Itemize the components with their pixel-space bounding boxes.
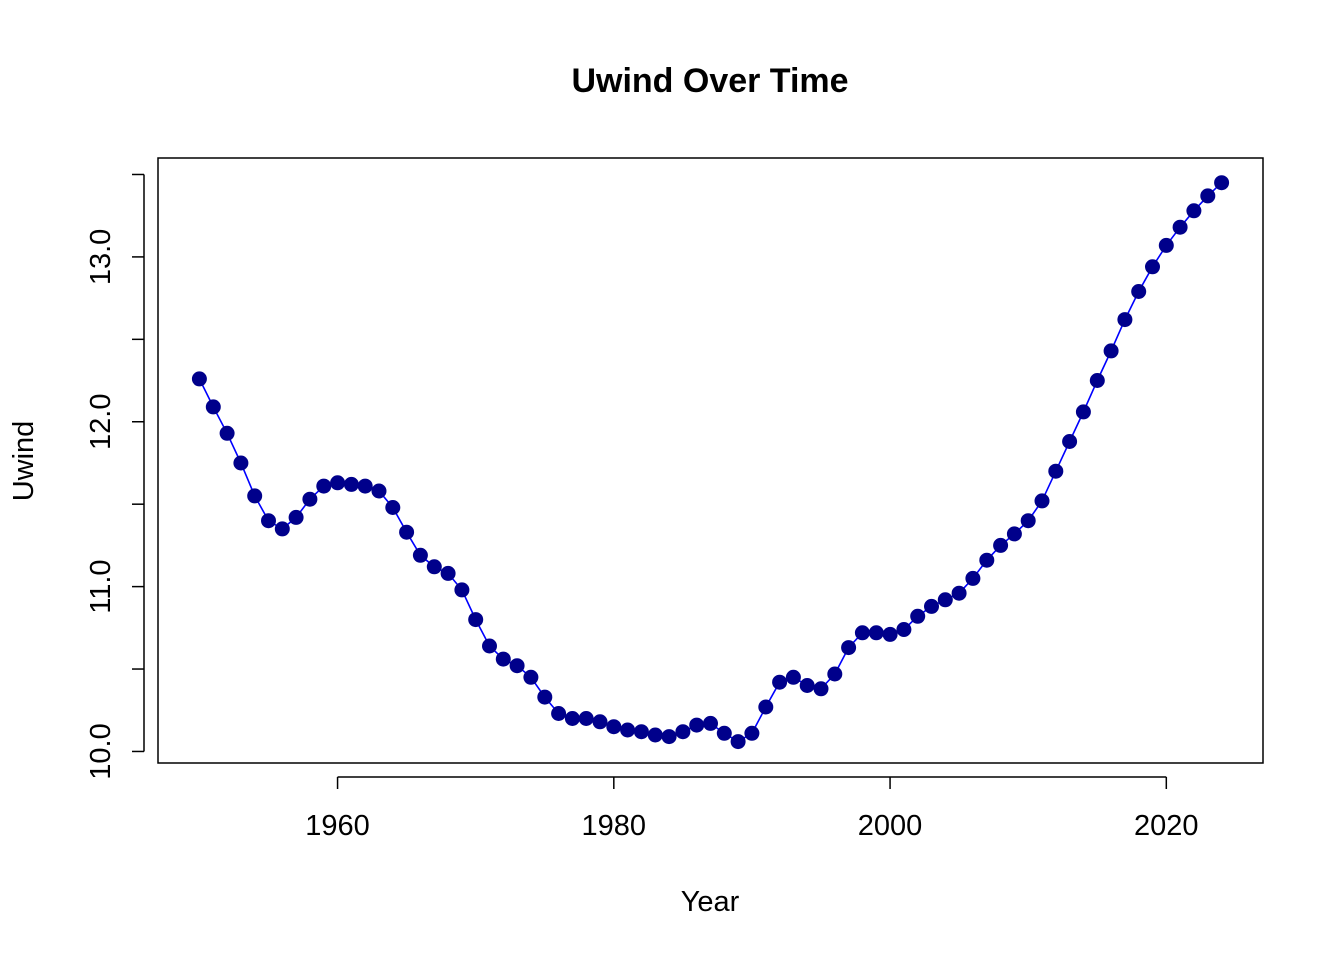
data-point	[730, 734, 746, 750]
data-point	[316, 478, 332, 494]
data-point	[716, 725, 732, 741]
data-point	[647, 727, 663, 743]
data-point	[868, 625, 884, 641]
data-point	[509, 658, 525, 674]
data-point	[578, 711, 594, 726]
data-point	[758, 699, 774, 715]
data-point	[247, 488, 263, 504]
data-point	[1186, 203, 1202, 219]
data-point	[1006, 526, 1022, 542]
data-point	[854, 625, 870, 641]
data-point	[1048, 463, 1064, 479]
data-point	[882, 626, 898, 642]
y-axis: 10.0 11.0 12.0 13.0	[85, 173, 145, 780]
data-point	[495, 651, 511, 667]
data-point	[910, 608, 926, 624]
data-point	[426, 559, 442, 575]
data-point	[205, 399, 221, 415]
data-point	[979, 552, 995, 568]
data-point	[371, 483, 387, 499]
data-point	[288, 509, 304, 525]
y-axis-label: Uwind	[8, 421, 40, 502]
data-point	[412, 547, 428, 563]
data-point	[675, 724, 691, 740]
data-point	[537, 689, 553, 705]
x-axis: 1960 1980 2000 2020	[305, 776, 1199, 842]
data-point	[1200, 188, 1216, 204]
data-point	[1172, 219, 1188, 235]
data-point	[1075, 404, 1091, 420]
data-point	[661, 729, 677, 745]
data-point	[896, 622, 912, 637]
data-point	[440, 565, 456, 581]
data-point	[744, 725, 760, 741]
data-point	[482, 638, 497, 654]
data-point	[1131, 284, 1147, 299]
data-point	[951, 585, 967, 601]
data-point	[1103, 343, 1119, 359]
data-point	[274, 521, 290, 537]
data-point	[261, 513, 276, 529]
x-tick-label: 1980	[582, 810, 647, 842]
data-point	[1089, 373, 1105, 388]
plot-frame	[157, 157, 1264, 764]
data-point	[703, 715, 718, 731]
data-point	[1034, 493, 1050, 509]
data-point	[620, 722, 636, 738]
x-tick-label: 2000	[858, 810, 923, 842]
data-point	[1020, 513, 1036, 529]
data-point	[772, 674, 788, 690]
y-tick-label: 13.0	[85, 229, 117, 285]
x-tick-label: 2020	[1134, 810, 1199, 842]
data-point	[551, 706, 567, 721]
data-point	[1117, 312, 1133, 328]
y-tick-label: 12.0	[85, 394, 117, 450]
data-point	[785, 669, 801, 685]
data-point	[523, 669, 539, 685]
data-point	[965, 570, 981, 586]
data-point	[813, 681, 829, 697]
data-point	[385, 500, 401, 515]
data-point	[937, 592, 953, 608]
series-layer	[191, 175, 1230, 750]
data-point	[827, 666, 843, 682]
data-point	[399, 524, 415, 540]
data-point	[233, 455, 249, 471]
data-point	[1158, 237, 1174, 253]
x-tick-label: 1960	[305, 810, 370, 842]
data-point	[633, 724, 649, 740]
data-point	[592, 714, 608, 730]
chart-title: Uwind Over Time	[571, 62, 848, 100]
data-point	[564, 711, 580, 726]
x-axis-label: Year	[681, 886, 740, 918]
data-point	[1062, 434, 1078, 449]
data-point	[1214, 175, 1230, 191]
data-point	[606, 719, 622, 735]
data-point	[841, 640, 857, 656]
data-point	[219, 425, 235, 441]
data-point	[468, 612, 484, 628]
data-point	[1145, 259, 1160, 275]
data-point	[993, 537, 1009, 553]
data-point	[689, 717, 705, 733]
data-point	[191, 371, 207, 387]
data-point	[343, 476, 359, 492]
data-point	[330, 475, 346, 491]
y-tick-label: 11.0	[85, 559, 117, 613]
data-point	[924, 598, 939, 614]
data-point	[454, 582, 470, 598]
data-point	[357, 478, 373, 494]
data-point	[799, 678, 815, 693]
data-point	[302, 491, 318, 507]
series-line	[198, 182, 1223, 743]
y-tick-label: 10.0	[85, 723, 117, 779]
